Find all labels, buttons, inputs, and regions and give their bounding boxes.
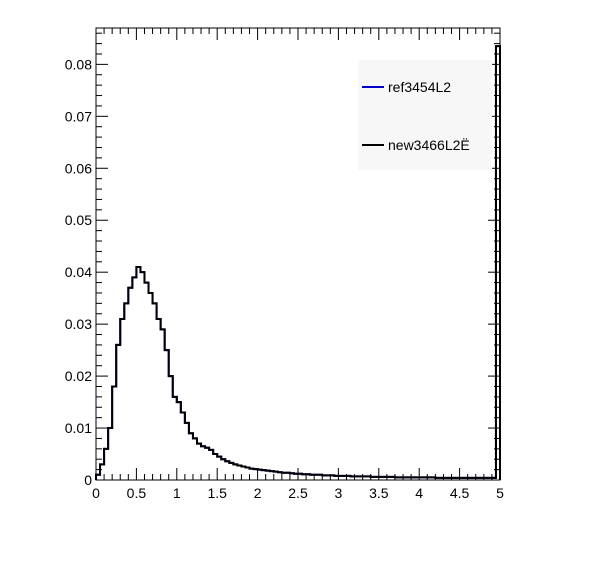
plot-frame: [95, 27, 501, 481]
legend: ref3454L2 new3466L2Ë: [358, 60, 492, 170]
y-tick-label: 0: [84, 472, 92, 488]
x-tick-label: 1.5: [207, 485, 227, 501]
y-tick-label: 0.03: [65, 316, 92, 332]
x-tick-label: 3.5: [369, 485, 389, 501]
x-tick-label: 3: [335, 485, 343, 501]
x-tick-label: 2: [254, 485, 262, 501]
y-tick-label: 0.07: [65, 108, 92, 124]
legend-label-1: new3466L2Ë: [388, 137, 470, 153]
y-tick-label: 0.04: [65, 264, 92, 280]
legend-box: [358, 60, 492, 170]
y-tick-label: 0.06: [65, 160, 92, 176]
legend-label-0: ref3454L2: [388, 79, 451, 95]
histogram-series-1: [95, 45, 501, 480]
x-tick-label: 1: [173, 485, 181, 501]
y-tick-label: 0.01: [65, 420, 92, 436]
x-tick-label: 0.5: [127, 485, 147, 501]
y-tick-label: 0.08: [65, 56, 92, 72]
axes: 0 0.5 1 1.5 2 2.5 3 3.5 4 4.5 5 0 0.01 0.02 0.03 0.04 0.…: [65, 28, 504, 501]
y-tick-label: 0.02: [65, 368, 92, 384]
y-tick-label: 0.05: [65, 212, 92, 228]
x-tick-label: 5: [496, 485, 504, 501]
x-tick-label: 4.5: [450, 485, 470, 501]
x-tick-label: 2.5: [288, 485, 308, 501]
x-tick-label: 4: [415, 485, 423, 501]
series-layer: [95, 45, 501, 480]
x-tick-label: 0: [92, 485, 100, 501]
